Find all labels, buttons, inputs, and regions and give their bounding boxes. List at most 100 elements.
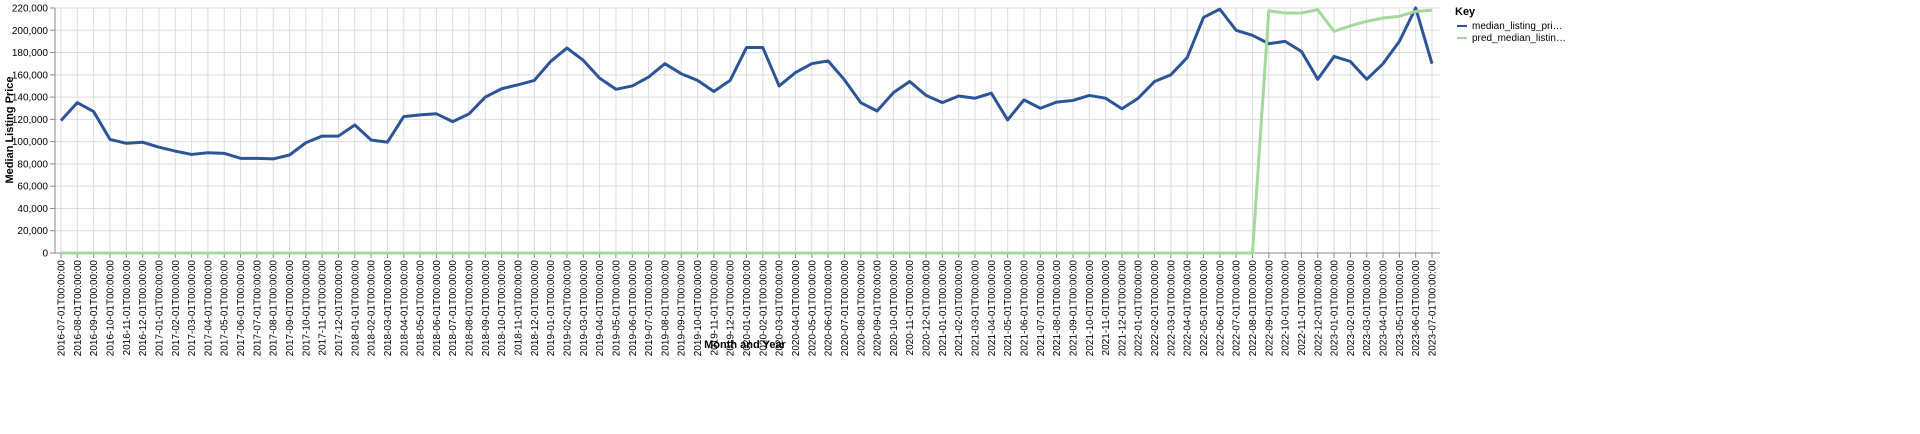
x-tick-label: 2021-12-01T00:00:00 bbox=[1117, 260, 1128, 357]
y-tick-label: 160,000 bbox=[12, 70, 49, 81]
x-tick-label: 2022-05-01T00:00:00 bbox=[1199, 260, 1210, 357]
x-tick-label: 2020-09-01T00:00:00 bbox=[873, 260, 884, 357]
y-tick-label: 100,000 bbox=[12, 137, 49, 148]
x-tick-label: 2020-10-01T00:00:00 bbox=[889, 260, 900, 357]
x-tick-label: 2018-07-01T00:00:00 bbox=[448, 260, 459, 357]
y-tick-label: 140,000 bbox=[12, 93, 49, 104]
x-tick-label: 2020-02-01T00:00:00 bbox=[758, 260, 769, 357]
x-tick-label: 2017-06-01T00:00:00 bbox=[236, 260, 247, 357]
x-tick-label: 2022-03-01T00:00:00 bbox=[1166, 260, 1177, 357]
x-tick-label: 2023-03-01T00:00:00 bbox=[1362, 260, 1373, 357]
x-tick-label: 2023-02-01T00:00:00 bbox=[1346, 260, 1357, 357]
x-tick-label: 2017-01-01T00:00:00 bbox=[154, 260, 165, 357]
x-tick-label: 2018-10-01T00:00:00 bbox=[497, 260, 508, 357]
x-tick-label: 2022-06-01T00:00:00 bbox=[1215, 260, 1226, 357]
y-tick-label: 20,000 bbox=[17, 226, 48, 237]
x-tick-label: 2023-04-01T00:00:00 bbox=[1379, 260, 1390, 357]
x-tick-label: 2020-04-01T00:00:00 bbox=[791, 260, 802, 357]
x-tick-label: 2019-12-01T00:00:00 bbox=[726, 260, 737, 357]
x-tick-label: 2019-03-01T00:00:00 bbox=[579, 260, 590, 357]
x-tick-label: 2021-03-01T00:00:00 bbox=[971, 260, 982, 357]
x-tick-label: 2017-09-01T00:00:00 bbox=[285, 260, 296, 357]
x-tick-label: 2018-08-01T00:00:00 bbox=[465, 260, 476, 357]
x-tick-label: 2023-06-01T00:00:00 bbox=[1411, 260, 1422, 357]
x-tick-label: 2021-07-01T00:00:00 bbox=[1036, 260, 1047, 357]
x-tick-label: 2019-06-01T00:00:00 bbox=[628, 260, 639, 357]
x-tick-label: 2020-05-01T00:00:00 bbox=[807, 260, 818, 357]
x-tick-label: 2021-04-01T00:00:00 bbox=[987, 260, 998, 357]
x-tick-label: 2016-09-01T00:00:00 bbox=[89, 260, 100, 357]
x-tick-label: 2017-08-01T00:00:00 bbox=[269, 260, 280, 357]
x-tick-label: 2017-03-01T00:00:00 bbox=[187, 260, 198, 357]
x-tick-label: 2020-08-01T00:00:00 bbox=[856, 260, 867, 357]
x-tick-label: 2017-12-01T00:00:00 bbox=[334, 260, 345, 357]
x-tick-label: 2020-06-01T00:00:00 bbox=[824, 260, 835, 357]
x-tick-label: 2021-09-01T00:00:00 bbox=[1068, 260, 1079, 357]
x-tick-label: 2022-10-01T00:00:00 bbox=[1281, 260, 1292, 357]
x-tick-label: 2021-08-01T00:00:00 bbox=[1052, 260, 1063, 357]
x-tick-label: 2016-07-01T00:00:00 bbox=[57, 260, 68, 357]
x-tick-label: 2021-06-01T00:00:00 bbox=[1019, 260, 1030, 357]
x-tick-label: 2018-11-01T00:00:00 bbox=[514, 260, 525, 356]
series-line bbox=[59, 6, 1434, 161]
x-tick-label: 2022-04-01T00:00:00 bbox=[1183, 260, 1194, 357]
x-tick-label: 2022-09-01T00:00:00 bbox=[1264, 260, 1275, 357]
x-tick-label: 2016-11-01T00:00:00 bbox=[122, 260, 133, 356]
y-tick-label: 120,000 bbox=[12, 115, 49, 126]
y-tick-label: 40,000 bbox=[17, 204, 48, 215]
x-tick-label: 2017-07-01T00:00:00 bbox=[252, 260, 263, 357]
x-tick-label: 2019-05-01T00:00:00 bbox=[611, 260, 622, 357]
x-tick-label: 2022-08-01T00:00:00 bbox=[1248, 260, 1259, 357]
y-tick-label: 200,000 bbox=[12, 26, 49, 37]
x-tick-label: 2020-01-01T00:00:00 bbox=[742, 260, 753, 357]
y-axis-title: Median Listing Price bbox=[4, 77, 16, 184]
x-tick-label: 2023-05-01T00:00:00 bbox=[1395, 260, 1406, 357]
x-tick-label: 2019-09-01T00:00:00 bbox=[677, 260, 688, 357]
x-tick-label: 2018-06-01T00:00:00 bbox=[432, 260, 443, 357]
x-tick-label: 2022-02-01T00:00:00 bbox=[1150, 260, 1161, 357]
x-tick-label: 2018-09-01T00:00:00 bbox=[481, 260, 492, 357]
x-tick-label: 2021-10-01T00:00:00 bbox=[1085, 260, 1096, 357]
x-tick-label: 2020-03-01T00:00:00 bbox=[775, 260, 786, 357]
x-tick-label: 2019-01-01T00:00:00 bbox=[546, 260, 557, 357]
x-tick-label: 2018-01-01T00:00:00 bbox=[350, 260, 361, 357]
x-tick-label: 2018-04-01T00:00:00 bbox=[399, 260, 410, 357]
x-tick-label: 2019-04-01T00:00:00 bbox=[595, 260, 606, 357]
x-tick-label: 2017-11-01T00:00:00 bbox=[318, 260, 329, 356]
x-tick-label: 2019-07-01T00:00:00 bbox=[644, 260, 655, 357]
legend-label: pred_median_listin… bbox=[1472, 33, 1566, 44]
x-tick-label: 2021-11-01T00:00:00 bbox=[1101, 260, 1112, 356]
x-tick-label: 2016-12-01T00:00:00 bbox=[138, 260, 149, 357]
x-tick-label: 2017-02-01T00:00:00 bbox=[171, 260, 182, 357]
x-tick-label: 2019-02-01T00:00:00 bbox=[562, 260, 573, 357]
x-tick-label: 2019-11-01T00:00:00 bbox=[709, 260, 720, 356]
x-axis-title: Month and Year bbox=[704, 339, 786, 351]
y-tick-label: 80,000 bbox=[17, 159, 48, 170]
x-tick-label: 2020-07-01T00:00:00 bbox=[840, 260, 851, 357]
x-tick-label: 2018-02-01T00:00:00 bbox=[367, 260, 378, 357]
legend-label: median_listing_pri… bbox=[1472, 21, 1563, 32]
x-tick-label: 2021-01-01T00:00:00 bbox=[938, 260, 949, 357]
series-line bbox=[61, 8, 1433, 255]
x-tick-label: 2020-11-01T00:00:00 bbox=[905, 260, 916, 356]
x-tick-label: 2019-10-01T00:00:00 bbox=[693, 260, 704, 357]
x-tick-label: 2022-11-01T00:00:00 bbox=[1297, 260, 1308, 356]
x-tick-label: 2017-05-01T00:00:00 bbox=[220, 260, 231, 357]
y-tick-label: 60,000 bbox=[17, 182, 48, 193]
x-tick-label: 2018-12-01T00:00:00 bbox=[530, 260, 541, 357]
y-tick-label: 220,000 bbox=[12, 4, 49, 15]
x-tick-label: 2022-07-01T00:00:00 bbox=[1232, 260, 1243, 357]
x-tick-label: 2016-10-01T00:00:00 bbox=[105, 260, 116, 357]
x-tick-label: 2018-03-01T00:00:00 bbox=[383, 260, 394, 357]
x-tick-label: 2023-01-01T00:00:00 bbox=[1330, 260, 1341, 357]
x-tick-label: 2020-12-01T00:00:00 bbox=[922, 260, 933, 357]
x-tick-label: 2021-02-01T00:00:00 bbox=[954, 260, 965, 357]
legend-title: Key bbox=[1455, 6, 1476, 18]
x-tick-label: 2018-05-01T00:00:00 bbox=[416, 260, 427, 357]
y-tick-label: 0 bbox=[42, 249, 48, 260]
x-tick-label: 2022-12-01T00:00:00 bbox=[1313, 260, 1324, 357]
x-tick-label: 2019-08-01T00:00:00 bbox=[660, 260, 671, 357]
x-tick-label: 2017-04-01T00:00:00 bbox=[203, 260, 214, 357]
x-tick-label: 2016-08-01T00:00:00 bbox=[73, 260, 84, 357]
